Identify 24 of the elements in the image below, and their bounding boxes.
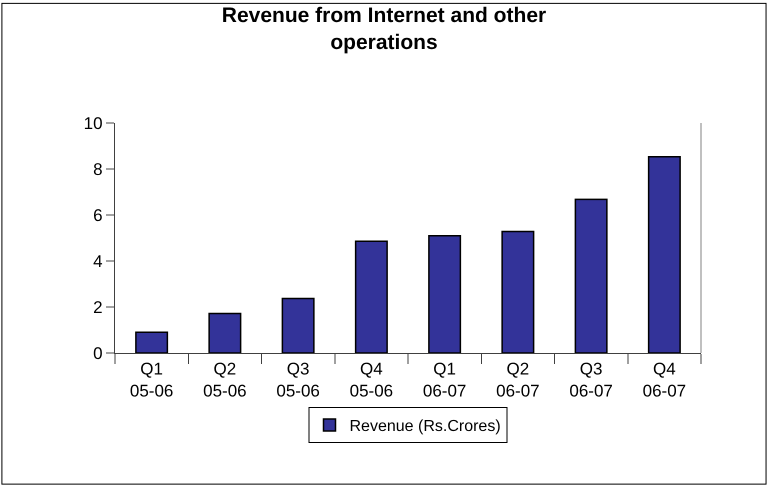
x-tick-label: Q4 06-07 (642, 359, 686, 400)
y-tick-label: 0 (93, 344, 103, 363)
y-tick-label: 4 (93, 252, 103, 271)
x-tick-label: Q2 06-07 (496, 359, 540, 400)
x-tick-label: Q1 05-06 (130, 359, 174, 400)
bar (428, 234, 462, 353)
x-tick-label: Q4 05-06 (350, 359, 394, 400)
x-tick-label: Q3 06-07 (569, 359, 613, 400)
x-tick-label: Q3 05-06 (276, 359, 320, 400)
bar (135, 332, 168, 353)
y-tick-label: 6 (93, 206, 103, 225)
y-tick-label: 2 (93, 298, 103, 317)
bar (208, 312, 242, 353)
x-tick-label: Q1 06-07 (422, 359, 466, 400)
bar (501, 230, 534, 353)
chart-title: Revenue from Internet and other operations (222, 4, 546, 54)
bar (282, 298, 315, 353)
y-tick-label: 8 (93, 160, 103, 179)
bar (648, 156, 681, 353)
legend-label: Revenue (Rs.Crores) (350, 418, 501, 436)
bar (574, 198, 608, 353)
bar (354, 240, 388, 353)
x-tick-label: Q2 05-06 (203, 359, 247, 400)
y-tick-label: 10 (84, 114, 103, 133)
